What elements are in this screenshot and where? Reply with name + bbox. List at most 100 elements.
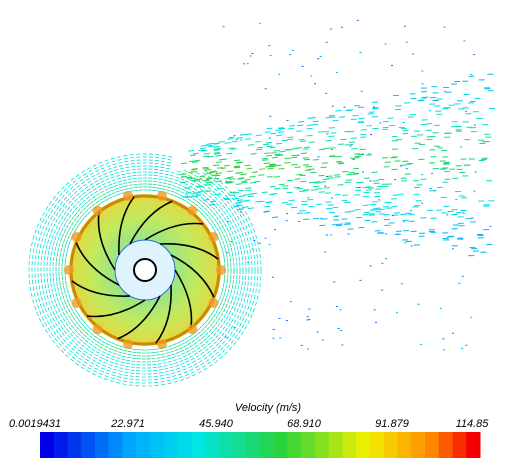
vector [130, 154, 134, 155]
vector [116, 175, 120, 176]
vector [113, 167, 117, 168]
vector [180, 350, 184, 352]
vector [243, 195, 249, 196]
vector [180, 179, 184, 180]
colorbar-segment [54, 432, 68, 458]
vector [111, 359, 115, 360]
vector [190, 369, 194, 371]
vector [237, 337, 239, 340]
vector [184, 358, 188, 360]
vector [257, 241, 258, 245]
vector [66, 191, 69, 194]
vector [232, 285, 233, 289]
vector [237, 138, 243, 139]
vector [61, 238, 62, 242]
vector [239, 178, 245, 179]
vector [43, 244, 44, 248]
vector [96, 183, 99, 185]
vector [79, 222, 81, 225]
vector [221, 307, 223, 311]
vector [207, 335, 210, 338]
vector [223, 254, 224, 258]
vector [99, 188, 102, 190]
vector [38, 279, 39, 283]
vector [105, 176, 109, 178]
vector [64, 189, 67, 192]
vector [51, 210, 53, 213]
vector [209, 329, 212, 332]
vector [85, 176, 88, 178]
vector [125, 366, 129, 367]
vector [116, 191, 120, 192]
vector [33, 236, 34, 240]
vector [56, 304, 58, 308]
colorbar-segment [109, 432, 123, 458]
vector [254, 295, 255, 299]
vector [84, 362, 87, 364]
vector [201, 328, 204, 331]
vector [95, 170, 99, 172]
vector [85, 202, 88, 205]
vector [82, 364, 85, 366]
vector [51, 252, 52, 256]
vector [208, 322, 210, 325]
vector [251, 294, 252, 298]
vector [224, 245, 225, 249]
vector [81, 323, 84, 326]
vector [219, 232, 221, 236]
vector [233, 206, 239, 207]
vector [52, 300, 53, 304]
vector [233, 342, 235, 345]
vector [179, 347, 183, 349]
vector [234, 195, 237, 198]
vector [237, 229, 239, 233]
vector [229, 179, 235, 180]
vector [43, 232, 44, 236]
vector [50, 294, 51, 298]
vector [66, 225, 68, 229]
vector [237, 246, 238, 250]
vector [41, 231, 42, 235]
vector [160, 378, 164, 379]
vector [235, 224, 237, 228]
vector [200, 342, 203, 345]
vector [100, 165, 104, 167]
vector [69, 241, 70, 245]
vector [237, 322, 239, 326]
vector [54, 299, 55, 303]
vector [251, 223, 253, 227]
vector [48, 284, 49, 288]
vector [118, 162, 122, 163]
vector [98, 175, 102, 177]
vector [246, 293, 247, 297]
vector [221, 190, 224, 193]
vector [225, 249, 226, 253]
vector [157, 358, 161, 359]
vector [177, 371, 181, 372]
vector [104, 196, 107, 198]
vector [101, 201, 104, 203]
vector [105, 376, 109, 377]
vector [241, 239, 242, 243]
vector [99, 178, 103, 180]
vector [215, 360, 218, 363]
vector [164, 368, 168, 369]
vector [294, 179, 300, 180]
vector [262, 192, 268, 193]
vector [244, 250, 245, 254]
vector [202, 336, 205, 339]
vector [49, 234, 50, 238]
vector [256, 135, 262, 136]
vector [240, 292, 241, 296]
vector [270, 133, 276, 134]
vector [67, 249, 68, 253]
vector [194, 363, 197, 365]
vector [57, 252, 58, 256]
vector [54, 252, 55, 256]
vector [255, 142, 261, 143]
vector [203, 168, 209, 169]
vector [112, 192, 116, 194]
vector [67, 344, 70, 347]
vector [71, 313, 73, 316]
vector [171, 354, 175, 355]
